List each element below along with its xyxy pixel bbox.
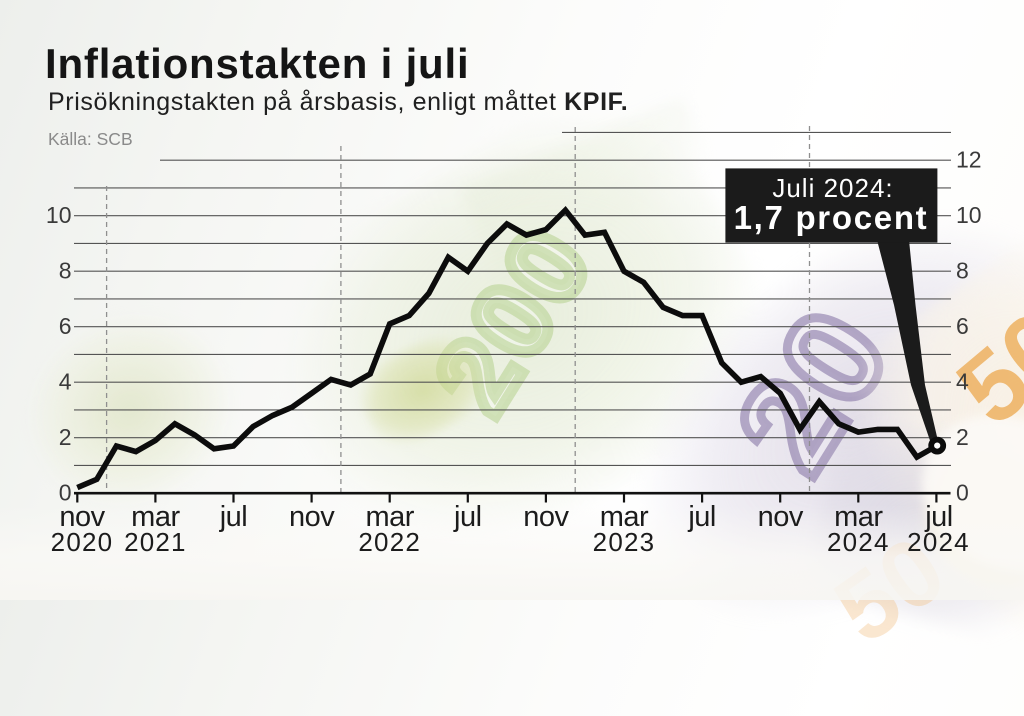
svg-text:10: 10 — [956, 202, 982, 228]
svg-text:mar: mar — [600, 501, 649, 533]
svg-text:nov: nov — [523, 501, 569, 533]
svg-text:2024: 2024 — [827, 527, 890, 557]
svg-text:jul: jul — [453, 501, 482, 533]
svg-text:Juli 2024:: Juli 2024: — [772, 173, 893, 203]
svg-text:2023: 2023 — [593, 527, 656, 557]
svg-text:mar: mar — [834, 501, 883, 533]
svg-text:nov: nov — [59, 501, 105, 533]
svg-text:6: 6 — [59, 313, 72, 339]
svg-text:4: 4 — [59, 369, 72, 395]
svg-text:12: 12 — [956, 147, 982, 173]
svg-text:nov: nov — [289, 501, 335, 533]
svg-text:mar: mar — [365, 501, 414, 533]
svg-text:jul: jul — [687, 501, 716, 533]
svg-text:2024: 2024 — [907, 527, 970, 557]
svg-text:0: 0 — [956, 480, 969, 506]
svg-text:2: 2 — [59, 424, 72, 450]
svg-text:4: 4 — [956, 369, 969, 395]
svg-text:jul: jul — [924, 501, 953, 533]
svg-text:jul: jul — [219, 501, 248, 533]
svg-text:1,7 procent: 1,7 procent — [734, 199, 929, 236]
svg-text:6: 6 — [956, 313, 969, 339]
svg-text:10: 10 — [46, 202, 72, 228]
svg-text:0: 0 — [59, 480, 72, 506]
svg-text:mar: mar — [131, 501, 180, 533]
svg-text:nov: nov — [758, 501, 804, 533]
svg-text:2020: 2020 — [51, 527, 114, 557]
svg-text:8: 8 — [59, 258, 72, 284]
svg-text:2022: 2022 — [358, 527, 421, 557]
svg-text:2: 2 — [956, 424, 969, 450]
svg-text:2021: 2021 — [124, 527, 187, 557]
svg-text:8: 8 — [956, 258, 969, 284]
